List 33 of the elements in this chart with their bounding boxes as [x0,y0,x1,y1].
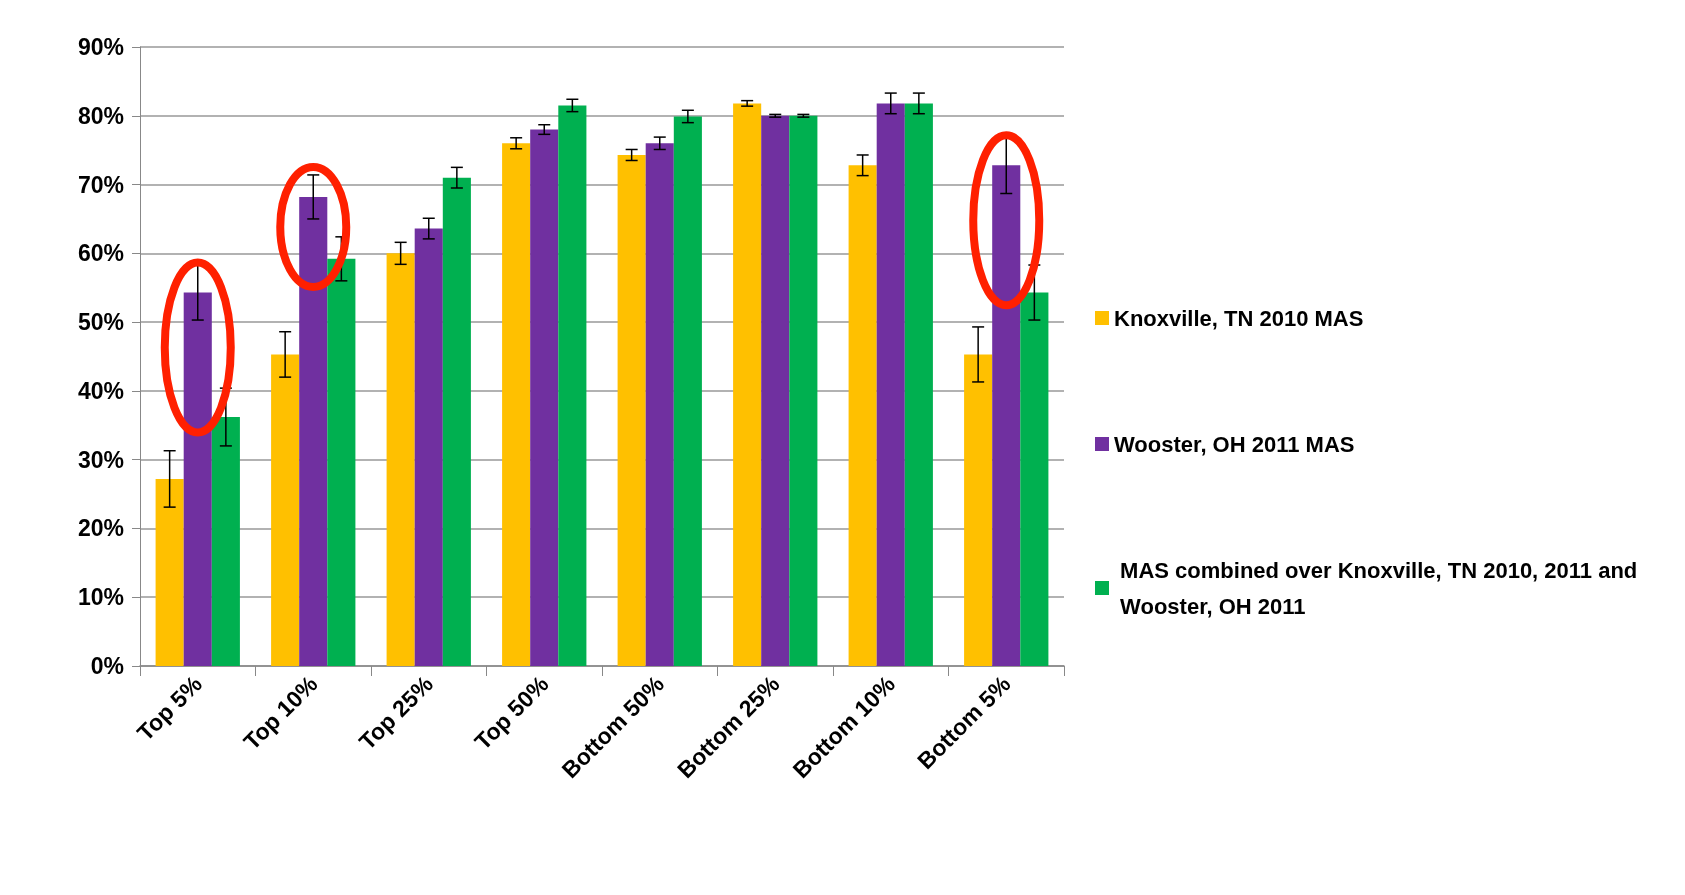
bar [789,115,818,666]
bar [733,103,762,666]
y-tick-label: 80% [77,102,124,129]
y-tick-label: 0% [90,653,124,679]
legend-label: Wooster, OH 2011 MAS [1114,431,1355,457]
bar [271,354,300,666]
legend-label: Knoxville, TN 2010 MAS [1114,305,1364,331]
bar [155,478,184,666]
bar [414,228,443,666]
y-tick-label: 30% [77,446,124,473]
bar [386,253,415,666]
bar [848,165,877,666]
x-tick-label: Top 50% [469,670,554,755]
bar [530,129,559,666]
bar [645,143,674,666]
bar [442,177,471,666]
y-tick-label: 50% [77,309,124,336]
bar [761,115,790,666]
y-tick-label: 70% [77,171,124,198]
y-tick-label: 60% [77,240,124,267]
bar [558,105,587,666]
y-tick-label: 90% [77,34,124,60]
bar [617,154,646,666]
y-tick-label: 40% [77,377,124,404]
y-tick-label: 10% [77,584,124,611]
legend-label: MAS combined over Knoxville, TN 2010, 2011 and Wooster, OH 2011 [1114,557,1638,619]
bar [502,143,531,666]
bar [673,116,702,666]
x-tick-label: Top 5% [131,670,207,746]
bar [876,103,905,666]
y-tick-label: 20% [77,515,124,542]
bar [904,103,933,666]
bar [964,354,993,666]
